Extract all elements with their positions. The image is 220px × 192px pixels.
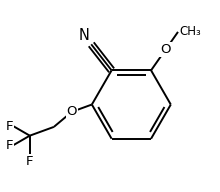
Text: O: O (67, 105, 77, 118)
Text: N: N (79, 28, 90, 43)
Text: F: F (6, 139, 13, 152)
Text: F: F (26, 155, 33, 168)
Text: CH₃: CH₃ (179, 25, 201, 38)
Text: O: O (161, 43, 171, 56)
Text: F: F (6, 120, 13, 132)
